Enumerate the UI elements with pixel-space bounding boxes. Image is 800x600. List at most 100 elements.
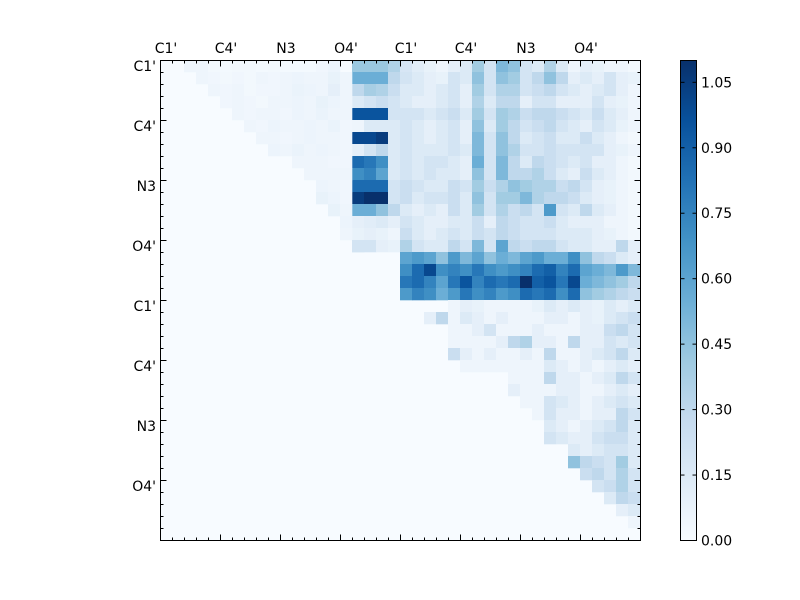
heatmap-cell <box>592 252 605 265</box>
heatmap-cell <box>316 120 329 133</box>
heatmap-cell <box>604 168 617 181</box>
heatmap-cell <box>592 420 605 433</box>
heatmap-cell <box>472 336 485 349</box>
heatmap-cell <box>556 276 569 289</box>
heatmap-cell <box>568 240 581 253</box>
heatmap-cell <box>328 60 341 73</box>
heatmap-cell <box>508 144 521 157</box>
heatmap-cell <box>628 264 641 277</box>
heatmap-cell <box>592 348 605 361</box>
heatmap-cell <box>532 348 545 361</box>
heatmap-cell <box>556 144 569 157</box>
heatmap-cell <box>364 216 377 229</box>
heatmap-cell <box>364 228 377 241</box>
heatmap-cell <box>472 168 485 181</box>
heatmap-cell <box>544 132 557 145</box>
heatmap-cell <box>628 192 641 205</box>
heatmap-cell <box>364 204 377 217</box>
heatmap-cell <box>592 276 605 289</box>
heatmap-cell <box>376 72 389 85</box>
heatmap-cell <box>544 360 557 373</box>
heatmap-cell <box>460 204 473 217</box>
heatmap-cell <box>388 192 401 205</box>
heatmap-cell <box>424 96 437 109</box>
heatmap-cell <box>496 228 509 241</box>
heatmap-cell <box>616 420 629 433</box>
heatmap-cell <box>604 228 617 241</box>
heatmap-cell <box>412 288 425 301</box>
heatmap-cell <box>604 384 617 397</box>
heatmap-cell <box>280 120 293 133</box>
heatmap-cell <box>256 96 269 109</box>
heatmap-cell <box>424 108 437 121</box>
heatmap-cell <box>580 408 593 421</box>
heatmap-cell <box>556 396 569 409</box>
heatmap-cell <box>520 216 533 229</box>
heatmap-cell <box>424 156 437 169</box>
heatmap-cell <box>556 228 569 241</box>
heatmap-cell <box>436 312 449 325</box>
heatmap-cell <box>616 60 629 73</box>
heatmap-cell <box>556 360 569 373</box>
heatmap-cell <box>472 252 485 265</box>
heatmap-cell <box>580 372 593 385</box>
heatmap-cell <box>628 360 641 373</box>
heatmap-cell <box>436 144 449 157</box>
heatmap-cell <box>520 84 533 97</box>
heatmap-cell <box>520 180 533 193</box>
heatmap-cell <box>556 336 569 349</box>
heatmap-cell <box>484 132 497 145</box>
heatmap-cell <box>328 180 341 193</box>
heatmap-cell <box>604 336 617 349</box>
heatmap-cell <box>448 84 461 97</box>
heatmap-cell <box>580 84 593 97</box>
heatmap-cell <box>316 180 329 193</box>
heatmap-cell <box>496 264 509 277</box>
heatmap-cell <box>592 324 605 337</box>
heatmap-cell <box>628 276 641 289</box>
heatmap-cell <box>604 276 617 289</box>
heatmap-cell <box>508 120 521 133</box>
heatmap-cell <box>496 180 509 193</box>
heatmap-cell <box>484 216 497 229</box>
heatmap-cell <box>508 312 521 325</box>
heatmap-cell <box>568 264 581 277</box>
heatmap-cell <box>352 228 365 241</box>
heatmap-cell <box>628 72 641 85</box>
x-tick-labels: C1' C4' N3 O4' C1' C4' N3 O4' <box>155 41 598 57</box>
heatmap-cell <box>580 420 593 433</box>
heatmap-cell <box>376 204 389 217</box>
heatmap-cell <box>472 72 485 85</box>
heatmap-cell <box>604 108 617 121</box>
heatmap-cell <box>220 84 233 97</box>
heatmap-cell <box>280 84 293 97</box>
x-tick-label: C4' <box>215 41 238 57</box>
colorbar-tick-label: 0.45 <box>701 337 732 353</box>
heatmap-cell <box>304 84 317 97</box>
heatmap-cell <box>400 288 413 301</box>
heatmap-cells <box>160 60 641 540</box>
heatmap-cell <box>220 96 233 109</box>
heatmap-cell <box>376 192 389 205</box>
heatmap-cell <box>568 396 581 409</box>
heatmap-cell <box>520 252 533 265</box>
heatmap-cell <box>616 96 629 109</box>
heatmap-cell <box>508 156 521 169</box>
heatmap-cell <box>496 156 509 169</box>
heatmap-cell <box>544 156 557 169</box>
heatmap-cell <box>616 492 629 505</box>
heatmap-cell <box>460 276 473 289</box>
heatmap-cell <box>244 60 257 73</box>
heatmap-cell <box>568 432 581 445</box>
heatmap-cell <box>628 252 641 265</box>
colorbar-tick-label: 1.05 <box>701 75 732 91</box>
heatmap-cell <box>544 120 557 133</box>
heatmap-cell <box>496 252 509 265</box>
heatmap-cell <box>556 252 569 265</box>
heatmap-cell <box>496 300 509 313</box>
heatmap-cell <box>304 72 317 85</box>
heatmap-cell <box>460 336 473 349</box>
heatmap-cell <box>580 360 593 373</box>
heatmap-cell <box>520 168 533 181</box>
heatmap-cell <box>628 228 641 241</box>
